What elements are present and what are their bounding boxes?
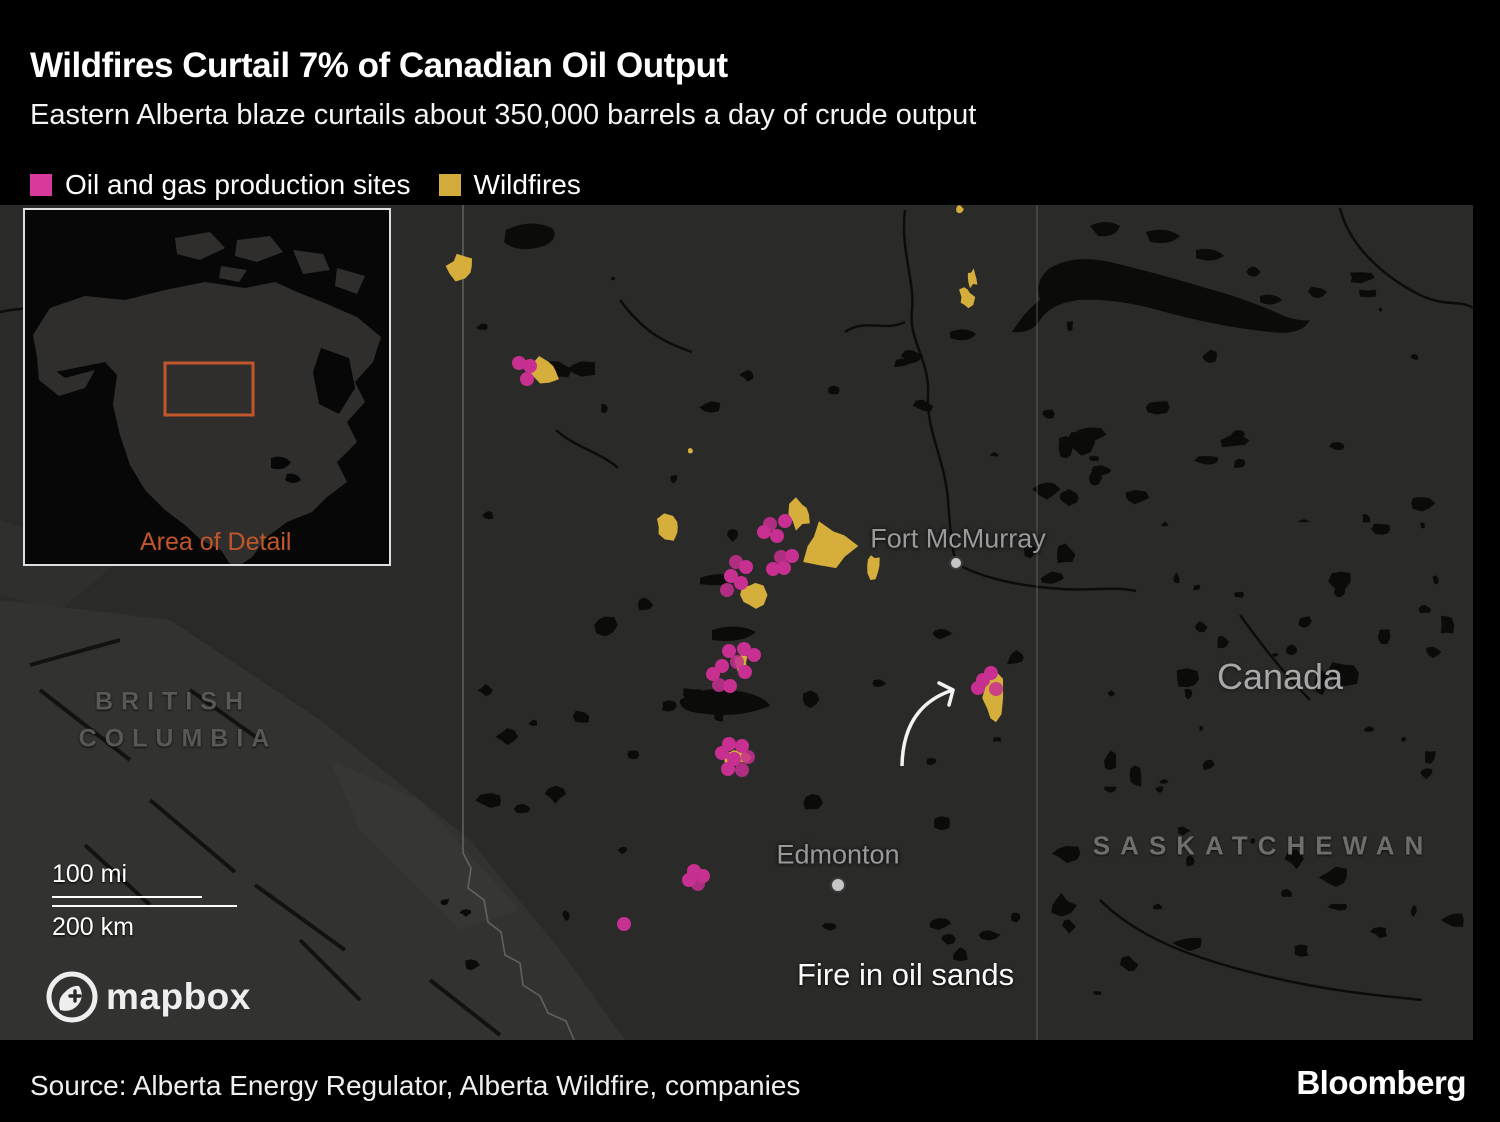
production-site-dot: [720, 583, 734, 597]
production-site-dot: [520, 372, 534, 386]
legend: Oil and gas production sites Wildfires: [30, 169, 581, 201]
production-site-dot: [785, 549, 799, 563]
production-site-dot: [741, 750, 755, 764]
production-site-dot: [739, 560, 753, 574]
lakes: [504, 222, 1310, 715]
city-dot-fort-mcmurray: [949, 556, 963, 570]
production-site-dot: [712, 678, 726, 692]
annotation-fire-in-oil-sands: Fire in oil sands: [797, 957, 1015, 992]
production-site-dot: [512, 356, 526, 370]
wildfires-swatch-icon: [438, 174, 461, 196]
scale-miles-label: 100 mi: [52, 860, 128, 888]
legend-label-oil-sites: Oil and gas production sites: [65, 169, 411, 200]
area-of-detail-rect: [163, 361, 255, 417]
production-site-dot: [722, 644, 736, 658]
mapbox-logo-icon: [46, 971, 98, 1023]
production-site-dot: [757, 525, 771, 539]
wildfire-area: [687, 448, 693, 454]
legend-item-wildfires: Wildfires: [438, 169, 581, 201]
production-site-dot: [724, 569, 738, 583]
ridge-streaks: [29, 638, 502, 1037]
mapbox-attribution[interactable]: mapbox: [46, 971, 251, 1023]
production-site-dot: [730, 655, 744, 669]
inset-locator-map: Area of Detail: [23, 208, 391, 566]
production-site-dot: [770, 529, 784, 543]
production-site-dot: [691, 877, 705, 891]
wildfire-area: [956, 205, 964, 214]
oil-sites-swatch-icon: [30, 174, 52, 196]
wildfire-area: [740, 582, 768, 609]
wildfire-area: [788, 497, 810, 531]
production-sites-layer: [512, 356, 1003, 931]
production-site-dot: [766, 562, 780, 576]
wildfire-area: [867, 555, 880, 580]
city-dots-layer: [830, 556, 963, 893]
production-site-dot: [721, 762, 735, 776]
production-site-dot: [715, 746, 729, 760]
bloomberg-logo: Bloomberg: [1296, 1064, 1466, 1101]
production-site-dot: [735, 763, 749, 777]
legend-item-oil-sites: Oil and gas production sites: [30, 169, 411, 201]
annotation-arrow: [900, 688, 954, 767]
page-title: Wildfires Curtail 7% of Canadian Oil Out…: [30, 46, 728, 85]
production-site-dot: [617, 917, 631, 931]
wildfire-area: [445, 253, 472, 282]
wildfire-area: [803, 521, 859, 569]
source-text: Source: Alberta Energy Regulator, Albert…: [30, 1070, 801, 1101]
production-site-dot: [778, 514, 792, 528]
production-site-dot: [989, 682, 1003, 696]
inset-north-america: [25, 210, 389, 564]
wildfire-area: [959, 287, 976, 309]
production-site-dot: [747, 648, 761, 662]
scale-miles-bar: [52, 896, 202, 898]
mapbox-wordmark: mapbox: [106, 976, 251, 1017]
wildfire-area: [967, 268, 978, 289]
annotation-arrowhead-icon: [937, 681, 955, 707]
production-site-dot: [715, 659, 729, 673]
city-dot-edmonton: [830, 877, 846, 893]
province-borders: [462, 205, 1038, 1040]
page-subtitle: Eastern Alberta blaze curtails about 350…: [30, 99, 977, 131]
production-site-dot: [723, 679, 737, 693]
map-region: Fort McMurray Edmonton Canada BRITISH COLUMB…: [0, 205, 1473, 1040]
production-site-dot: [735, 739, 749, 753]
production-site-dot: [734, 576, 748, 590]
production-site-dot: [706, 667, 720, 681]
area-of-detail-label: Area of Detail: [140, 528, 292, 556]
production-site-dot: [738, 665, 752, 679]
production-site-dot: [774, 550, 788, 564]
production-site-dot: [523, 359, 537, 373]
scale-km-label: 200 km: [52, 913, 134, 941]
wildfire-area: [657, 513, 678, 541]
legend-label-wildfires: Wildfires: [473, 169, 581, 200]
border-bc-ab-mountain: [462, 852, 575, 1040]
scale-km-bar: [52, 905, 237, 907]
production-site-dot: [777, 561, 791, 575]
production-site-dot: [971, 681, 985, 695]
scale-bar: 100 mi 200 km: [52, 860, 292, 942]
scatter-lakes: [440, 266, 1464, 996]
